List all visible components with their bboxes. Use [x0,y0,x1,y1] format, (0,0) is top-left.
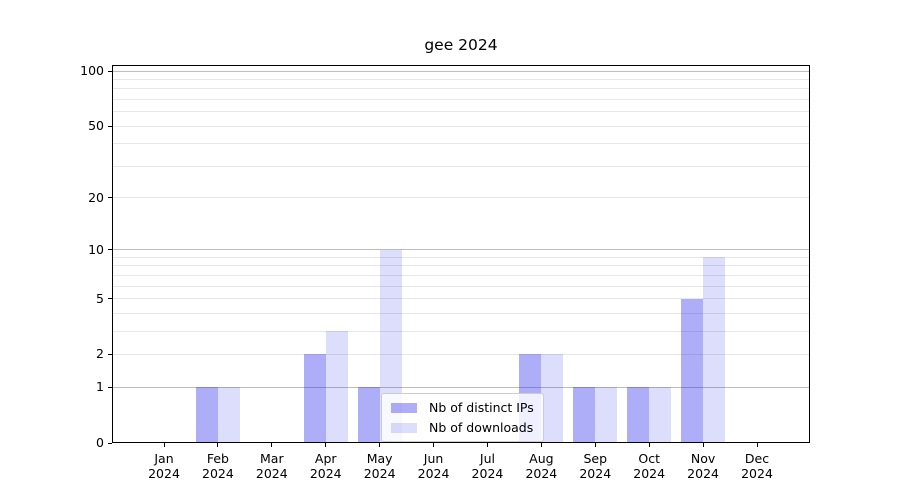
legend-swatch [391,402,417,413]
x-tick-label-year: 2024 [363,466,396,481]
x-tick [271,443,273,447]
x-tick-label-month: Jun [423,451,444,466]
x-tick-label-month: Apr [314,451,337,466]
x-tick-label: Mar 2024 [242,451,302,481]
x-tick-label-month: Sep [583,451,608,466]
x-tick-label: May 2024 [350,451,410,481]
x-tick-label-year: 2024 [633,466,666,481]
x-tick-label-year: 2024 [255,466,288,481]
x-tick-label-month: Mar [260,451,284,466]
x-tick-label-year: 2024 [309,466,342,481]
x-tick-label-year: 2024 [525,466,558,481]
x-tick-label-year: 2024 [148,466,180,481]
x-tick [594,443,596,447]
x-tick [648,443,650,447]
y-tick-label: 20 [88,189,104,205]
chart-title: gee 2024 [424,36,498,54]
x-tick-label: Sep 2024 [565,451,625,481]
x-tick-label: Aug 2024 [511,451,571,481]
x-tick-label-year: 2024 [417,466,450,481]
plot-frame [112,65,810,443]
x-tick-label-month: Dec [744,451,770,466]
x-tick-label-year: 2024 [579,466,612,481]
x-tick-label-month: Jul [479,451,495,466]
x-tick [702,443,704,447]
x-tick-label-month: May [366,451,393,466]
x-tick-label: Dec 2024 [727,451,787,481]
x-tick-label: Apr 2024 [296,451,356,481]
x-tick [217,443,219,447]
legend-label: Nb of downloads [429,420,534,435]
x-tick-label: Jun 2024 [404,451,464,481]
legend-row: Nb of distinct IPs [391,400,534,415]
y-tick-label: 50 [88,118,104,134]
x-tick [756,443,758,447]
x-tick-label-month: Oct [638,451,660,466]
y-tick-label: 5 [96,290,104,306]
x-tick-label-month: Feb [206,451,229,466]
y-tick-label: 10 [88,241,104,257]
y-tick-label: 100 [80,63,104,78]
x-tick-label-year: 2024 [471,466,504,481]
x-tick-label-year: 2024 [202,466,234,481]
x-tick [325,443,327,447]
x-tick-label: Jul 2024 [457,451,517,481]
x-tick-label: Oct 2024 [619,451,679,481]
legend-row: Nb of downloads [391,420,534,435]
x-tick-label-month: Jan [154,451,174,466]
x-tick-label: Feb 2024 [188,451,248,481]
x-tick-label-year: 2024 [687,466,719,481]
x-tick-label: Nov 2024 [673,451,733,481]
y-tick-label: 0 [96,435,104,450]
x-tick-label: Jan 2024 [134,451,194,481]
x-tick-label-month: Nov [690,451,716,466]
x-tick [379,443,381,447]
x-tick [163,443,165,447]
x-tick [433,443,435,447]
legend: Nb of distinct IPs Nb of downloads [381,393,544,442]
legend-label: Nb of distinct IPs [429,400,534,415]
x-tick [486,443,488,447]
y-tick-label: 2 [96,346,104,362]
x-tick [540,443,542,447]
x-tick-label-month: Aug [529,451,554,466]
x-tick-label-year: 2024 [741,466,773,481]
y-tick-label: 1 [96,379,104,395]
legend-swatch [391,422,417,433]
